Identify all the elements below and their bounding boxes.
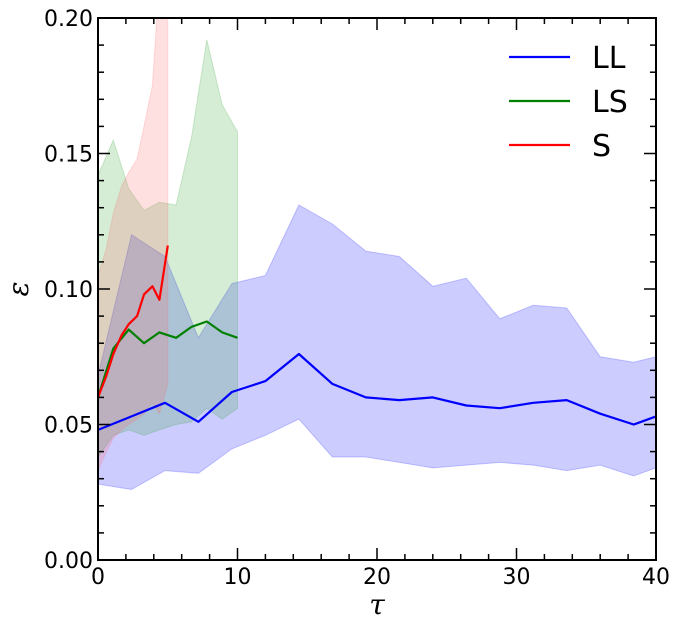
axis-ticks	[97, 17, 657, 561]
x-axis-label: τ	[369, 588, 385, 621]
confidence-bands	[98, 18, 656, 491]
legend-label-ll: LL	[592, 41, 626, 76]
x-tick-label: 0	[91, 565, 105, 590]
legend: LL LS S	[509, 41, 628, 164]
x-tick-label: 40	[642, 565, 670, 590]
series-lines	[98, 245, 656, 431]
y-tick-labels: 0.00 0.05 0.10 0.15 0.20	[44, 7, 93, 574]
y-tick-label: 0.10	[44, 278, 93, 303]
band-ll	[98, 204, 656, 491]
x-tick-label: 10	[224, 565, 252, 590]
x-tick-labels: 0 10 20 30 40	[91, 565, 670, 590]
y-tick-label: 0.05	[44, 414, 93, 439]
legend-label-ls: LS	[592, 85, 628, 120]
y-tick-label: 0.00	[44, 549, 93, 574]
legend-label-s: S	[592, 129, 611, 164]
y-tick-label: 0.20	[44, 7, 93, 32]
x-tick-label: 30	[503, 565, 531, 590]
y-tick-label: 0.15	[44, 143, 93, 168]
y-axis-label: ε	[2, 281, 35, 296]
x-tick-label: 20	[363, 565, 391, 590]
series-line-s	[98, 245, 169, 398]
series-line-ll	[98, 352, 656, 431]
band-s	[98, 18, 169, 471]
